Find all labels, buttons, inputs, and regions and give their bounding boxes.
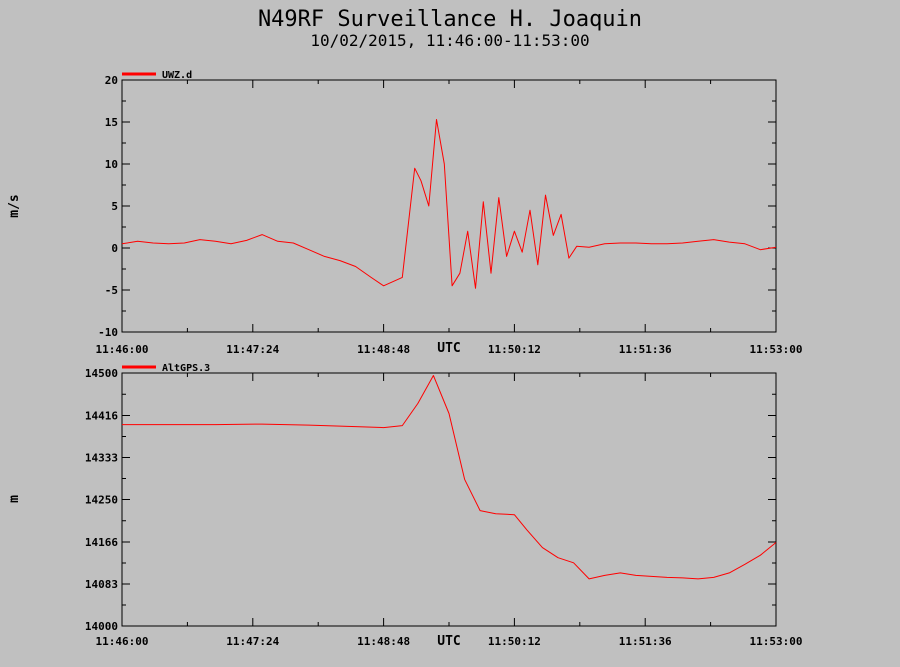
x-tick-label: 11:48:48 [357,635,410,648]
plot-frame [121,79,777,333]
y-tick-label: 15 [105,116,118,129]
plot-frame [121,372,777,627]
y-tick-label: 14500 [85,367,118,380]
y-tick-label: 0 [111,242,118,255]
y-tick-label: 14250 [85,494,118,507]
x-tick-label: 11:47:24 [226,343,279,356]
y-tick-label: 20 [105,74,118,87]
x-tick-label: 11:47:24 [226,635,279,648]
y-tick-label: 5 [111,200,118,213]
y-tick-label: 10 [105,158,118,171]
x-tick-label: 11:53:00 [750,343,803,356]
x-tick-label: 11:51:36 [619,343,672,356]
x-tick-label: 11:53:00 [750,635,803,648]
chart-panel-1: 11:46:00 11:47:24 11:48:48 11:50:12 11:51:36… [7,70,802,356]
y-tick-label: -10 [98,326,118,339]
y-tick-label: 14416 [85,410,118,423]
x-tick-label: 11:46:00 [96,635,149,648]
y-tick-label: 14166 [85,536,118,549]
y-axis-title: m/s [7,194,22,217]
chart-title: N49RF Surveillance H. Joaquin [258,7,642,32]
legend-entry: UWZ.d [162,70,192,81]
y-tick-label: 14083 [85,578,118,591]
x-tick-label: 11:50:12 [488,635,541,648]
panels: 11:46:00 11:47:24 11:48:48 11:50:12 11:51:36… [7,70,802,649]
y-tick-label: -5 [105,284,118,297]
x-tick-label: 11:51:36 [619,635,672,648]
chart-subtitle: 10/02/2015, 11:46:00-11:53:00 [310,31,589,50]
x-tick-label: 11:46:00 [96,343,149,356]
series-line-uwz-d [121,119,777,289]
x-tick-label: 11:48:48 [357,343,410,356]
x-axis-title: UTC [437,634,460,649]
chart-panel-2: 11:46:00 11:47:24 11:48:48 11:50:12 11:51:36… [7,363,802,649]
x-axis-title: UTC [437,341,460,356]
series-line-altgps-3 [122,375,777,580]
y-axis-title: m [7,495,22,503]
y-tick-label: 14333 [85,452,118,465]
legend-entry: AltGPS.3 [162,363,210,374]
y-tick-label: 14000 [85,620,118,633]
x-tick-label: 11:50:12 [488,343,541,356]
